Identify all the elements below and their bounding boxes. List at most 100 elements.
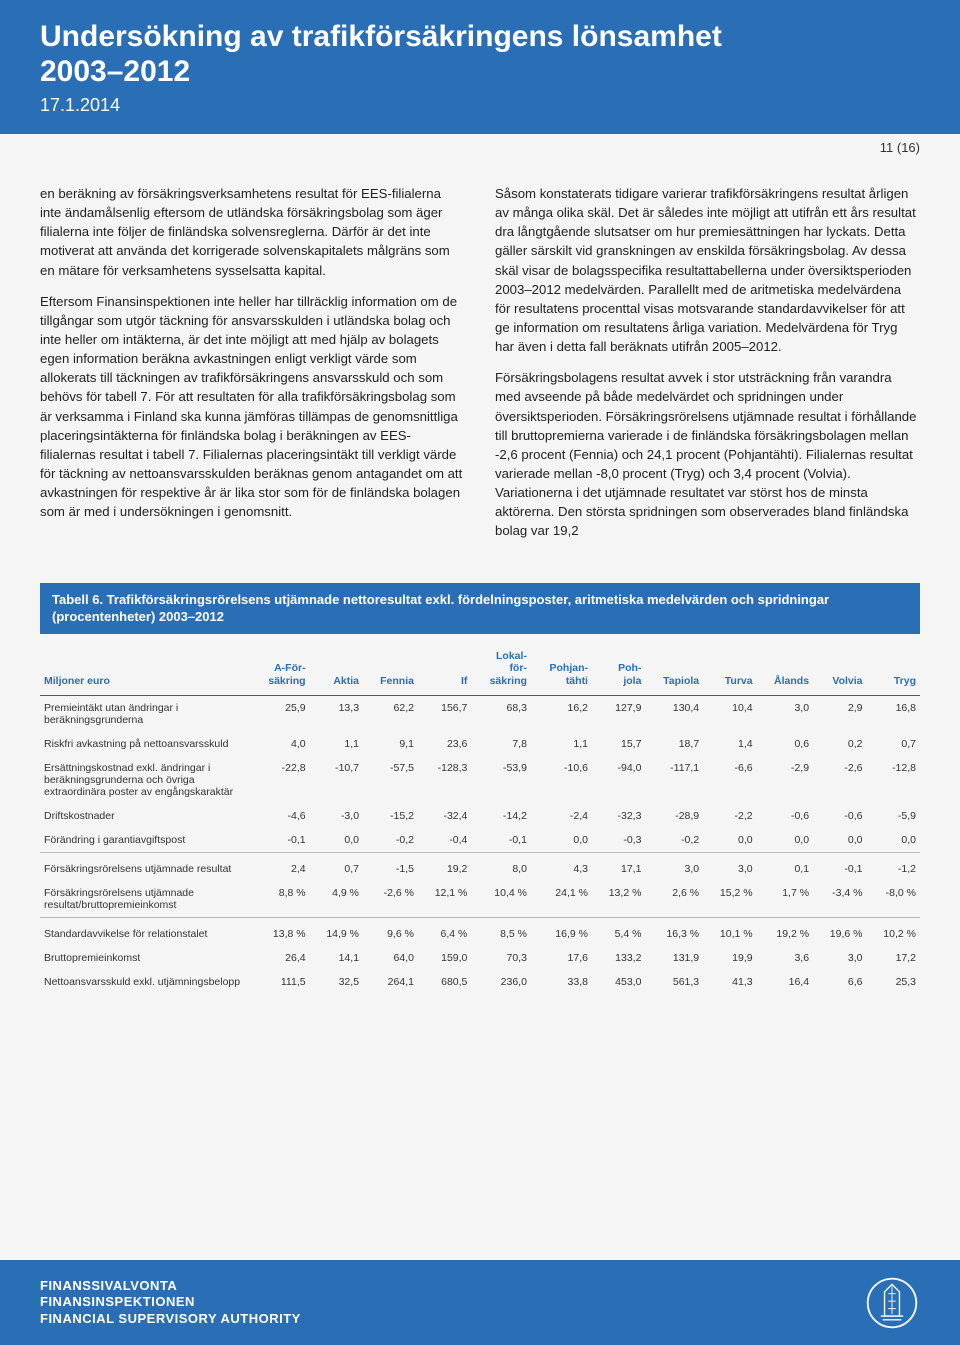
table-row: Premieintäkt utan ändringar i beräknings…: [40, 696, 920, 733]
row-label: Försäkringsrörelsens utjämnade resultat: [40, 853, 250, 882]
cell: 9,1: [363, 732, 418, 756]
cell: 0,0: [867, 828, 921, 853]
cell: 2,4: [250, 853, 310, 882]
cell: -0,6: [813, 804, 866, 828]
cell: -0,1: [813, 853, 866, 882]
table-row: Förändring i garantiavgiftspost-0,10,0-0…: [40, 828, 920, 853]
cell: 3,0: [703, 853, 756, 882]
cell: 41,3: [703, 970, 756, 994]
cell: 111,5: [250, 970, 310, 994]
col-header: Fennia: [363, 634, 418, 696]
table-row: Standardavvikelse för relationstalet13,8…: [40, 918, 920, 947]
cell: 15,7: [592, 732, 645, 756]
cell: 1,1: [310, 732, 363, 756]
col-header-label: Miljoner euro: [40, 634, 250, 696]
cell: 264,1: [363, 970, 418, 994]
table-title: Tabell 6. Trafikförsäkringsrörelsens utj…: [40, 583, 920, 634]
col-header: Poh-jola: [592, 634, 645, 696]
table-row: Riskfri avkastning på nettoansvarsskuld4…: [40, 732, 920, 756]
cell: 70,3: [471, 946, 531, 970]
body-columns: en beräkning av försäkringsverksamhetens…: [0, 134, 960, 573]
cell: -0,4: [418, 828, 471, 853]
row-label: Driftskostnader: [40, 804, 250, 828]
cell: 1,7 %: [757, 881, 813, 918]
cell: 15,2 %: [703, 881, 756, 918]
cell: 10,4 %: [471, 881, 531, 918]
paragraph: Försäkringsbolagens resultat avvek i sto…: [495, 368, 920, 540]
cell: -2,4: [531, 804, 592, 828]
cell: -2,6 %: [363, 881, 418, 918]
paragraph: Såsom konstaterats tidigare varierar tra…: [495, 184, 920, 356]
page-number: 11 (16): [880, 140, 920, 155]
cell: 680,5: [418, 970, 471, 994]
cell: 3,6: [757, 946, 813, 970]
cell: 8,8 %: [250, 881, 310, 918]
cell: 25,9: [250, 696, 310, 733]
cell: 3,0: [757, 696, 813, 733]
table-row: Ersättningskostnad exkl. ändringar i ber…: [40, 756, 920, 804]
cell: 26,4: [250, 946, 310, 970]
cell: 0,0: [531, 828, 592, 853]
cell: -3,4 %: [813, 881, 866, 918]
cell: 14,9 %: [310, 918, 363, 947]
cell: -2,2: [703, 804, 756, 828]
cell: -4,6: [250, 804, 310, 828]
cell: 2,9: [813, 696, 866, 733]
cell: -10,7: [310, 756, 363, 804]
cell: 4,9 %: [310, 881, 363, 918]
cell: 0,7: [867, 732, 921, 756]
row-label: Standardavvikelse för relationstalet: [40, 918, 250, 947]
cell: -0,1: [471, 828, 531, 853]
cell: -0,6: [757, 804, 813, 828]
title-line-2: 2003–2012: [40, 55, 190, 88]
cell: -2,9: [757, 756, 813, 804]
cell: 0,0: [757, 828, 813, 853]
table-6: Tabell 6. Trafikförsäkringsrörelsens utj…: [40, 583, 920, 995]
cell: -0,1: [250, 828, 310, 853]
left-column: en beräkning av försäkringsverksamhetens…: [40, 184, 465, 553]
cell: 1,1: [531, 732, 592, 756]
cell: 68,3: [471, 696, 531, 733]
cell: 131,9: [645, 946, 703, 970]
row-label: Riskfri avkastning på nettoansvarsskuld: [40, 732, 250, 756]
emblem-icon: [864, 1275, 920, 1331]
table-row: Nettoansvarsskuld exkl. utjämningsbelopp…: [40, 970, 920, 994]
cell: 133,2: [592, 946, 645, 970]
cell: 6,4 %: [418, 918, 471, 947]
cell: -53,9: [471, 756, 531, 804]
col-header: Turva: [703, 634, 756, 696]
table-row: Driftskostnader-4,6-3,0-15,2-32,4-14,2-2…: [40, 804, 920, 828]
table-head: Miljoner euroA-För-säkringAktiaFenniaIfL…: [40, 634, 920, 696]
cell: 159,0: [418, 946, 471, 970]
cell: 8,0: [471, 853, 531, 882]
row-label: Premieintäkt utan ändringar i beräknings…: [40, 696, 250, 733]
cell: 25,3: [867, 970, 921, 994]
cell: 9,6 %: [363, 918, 418, 947]
cell: 64,0: [363, 946, 418, 970]
cell: 12,1 %: [418, 881, 471, 918]
cell: 13,3: [310, 696, 363, 733]
cell: 19,2 %: [757, 918, 813, 947]
cell: 16,3 %: [645, 918, 703, 947]
cell: -0,2: [363, 828, 418, 853]
row-label: Försäkringsrörelsens utjämnade resultat/…: [40, 881, 250, 918]
cell: -94,0: [592, 756, 645, 804]
cell: 17,6: [531, 946, 592, 970]
cell: -14,2: [471, 804, 531, 828]
footer-line: FINANCIAL SUPERVISORY AUTHORITY: [40, 1311, 301, 1327]
cell: 16,9 %: [531, 918, 592, 947]
cell: 8,5 %: [471, 918, 531, 947]
col-header: Ålands: [757, 634, 813, 696]
cell: 19,2: [418, 853, 471, 882]
cell: 156,7: [418, 696, 471, 733]
cell: -6,6: [703, 756, 756, 804]
page-container: Undersökning av trafikförsäkringens löns…: [0, 0, 960, 1345]
cell: 10,2 %: [867, 918, 921, 947]
cell: 0,2: [813, 732, 866, 756]
row-label: Förändring i garantiavgiftspost: [40, 828, 250, 853]
cell: -10,6: [531, 756, 592, 804]
header-date: 17.1.2014: [40, 95, 920, 116]
cell: 0,6: [757, 732, 813, 756]
cell: 0,0: [813, 828, 866, 853]
cell: 14,1: [310, 946, 363, 970]
